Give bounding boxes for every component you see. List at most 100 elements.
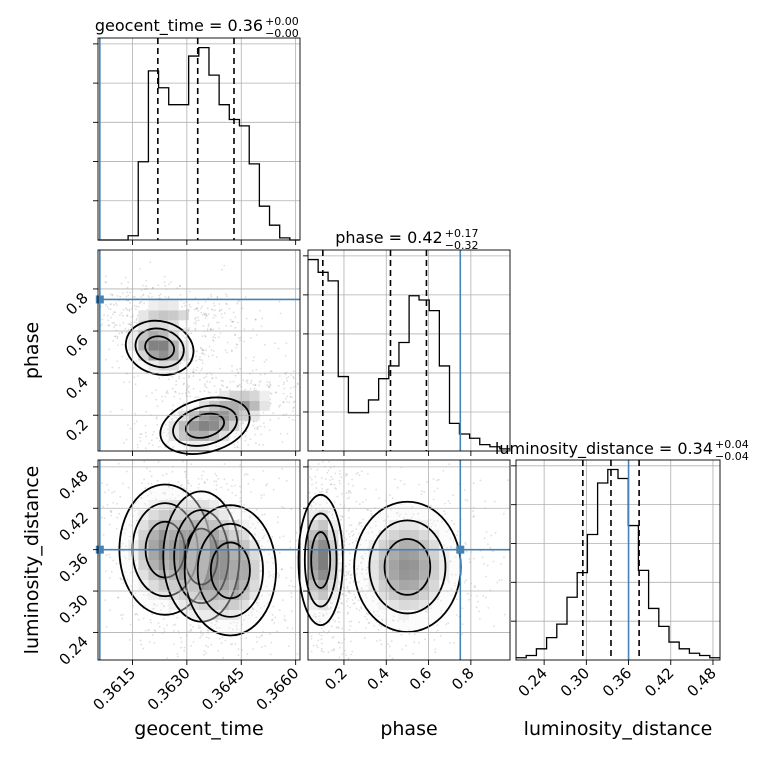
scatter-point <box>351 650 354 653</box>
scatter-point <box>110 303 113 305</box>
scatter-point <box>108 523 111 526</box>
scatter-point <box>111 491 113 494</box>
scatter-point <box>213 304 216 307</box>
scatter-point <box>221 384 223 386</box>
scatter-point <box>194 297 197 300</box>
scatter-point <box>453 641 456 644</box>
scatter-point <box>360 525 363 528</box>
scatter-point <box>128 381 131 383</box>
scatter-point <box>195 307 198 310</box>
scatter-point <box>241 649 244 652</box>
scatter-point <box>200 352 203 355</box>
scatter-point <box>205 314 208 317</box>
scatter-point <box>254 427 256 430</box>
scatter-point <box>282 401 285 404</box>
scatter-point <box>133 305 136 307</box>
scatter-point <box>147 295 150 297</box>
scatter-point <box>171 418 174 421</box>
scatter-point <box>405 644 408 647</box>
scatter-point <box>296 383 299 386</box>
hist-bin-phase-9 <box>399 343 409 451</box>
scatter-point <box>256 602 258 604</box>
scatter-point <box>245 430 248 433</box>
scatter-point <box>120 545 123 548</box>
scatter-point <box>218 327 220 330</box>
scatter-point <box>338 621 341 623</box>
scatter-point <box>205 386 208 389</box>
scatter-point <box>261 537 264 540</box>
scatter-point <box>202 349 205 351</box>
scatter-point <box>134 613 137 616</box>
scatter-point <box>235 494 237 497</box>
scatter-point <box>245 473 248 475</box>
scatter-point <box>246 653 249 655</box>
scatter-point <box>153 430 155 433</box>
scatter-point <box>260 569 262 572</box>
scatter-point <box>226 386 229 389</box>
scatter-point <box>164 284 167 287</box>
density-cell <box>199 410 210 421</box>
scatter-point <box>492 550 495 553</box>
scatter-point <box>256 610 258 612</box>
scatter-point <box>253 356 256 359</box>
scatter-point <box>227 488 230 491</box>
scatter-point <box>315 481 317 484</box>
scatter-point <box>345 530 348 532</box>
scatter-point <box>492 560 495 563</box>
scatter-point <box>231 370 234 372</box>
scatter-point <box>122 550 125 552</box>
scatter-point <box>188 376 191 379</box>
scatter-point <box>167 297 170 300</box>
scatter-point <box>236 301 239 303</box>
scatter-point <box>199 358 202 361</box>
scatter-point <box>354 540 357 542</box>
scatter-point <box>104 599 107 601</box>
scatter-point <box>463 489 466 491</box>
scatter-point <box>145 285 147 288</box>
scatter-point <box>236 344 239 346</box>
scatter-point <box>190 463 193 466</box>
scatter-point <box>200 497 203 500</box>
scatter-point <box>353 602 356 605</box>
scatter-point <box>476 595 479 597</box>
scatter-point <box>282 599 284 602</box>
panel-title-minus-geocent_time: −0.00 <box>265 27 299 40</box>
scatter-point <box>109 303 112 306</box>
scatter-point <box>334 487 336 489</box>
scatter-point <box>248 614 250 617</box>
scatter-point <box>465 550 468 553</box>
scatter-point <box>432 498 435 501</box>
scatter-point <box>296 653 299 655</box>
scatter-point <box>254 433 256 436</box>
scatter-point <box>171 470 174 473</box>
scatter-point <box>206 478 209 481</box>
scatter-point <box>507 479 510 482</box>
scatter-point <box>449 642 451 644</box>
scatter-point <box>217 395 220 397</box>
scatter-point <box>173 630 175 632</box>
scatter-point <box>116 335 119 338</box>
scatter-point <box>120 577 122 580</box>
scatter-point <box>259 373 262 376</box>
scatter-point <box>345 594 348 597</box>
hist-bin-geocent_time-6 <box>159 88 169 240</box>
scatter-point <box>196 350 198 353</box>
scatter-point <box>189 395 192 398</box>
scatter-point <box>135 308 137 310</box>
scatter-point <box>285 479 288 482</box>
scatter-point <box>164 446 167 449</box>
scatter-point <box>251 607 254 610</box>
scatter-point <box>162 474 164 477</box>
scatter-point <box>230 643 232 646</box>
scatter-point <box>128 323 131 326</box>
scatter-point <box>362 518 365 521</box>
scatter-point <box>141 482 143 484</box>
scatter-point <box>282 392 285 395</box>
scatter-point <box>114 324 116 326</box>
scatter-point <box>268 575 271 578</box>
scatter-point <box>178 284 181 287</box>
scatter-point <box>229 319 232 321</box>
scatter-point <box>208 323 210 326</box>
scatter-point <box>289 392 292 395</box>
xtick-label-geocent_time-3: 0.3660 <box>253 664 303 714</box>
